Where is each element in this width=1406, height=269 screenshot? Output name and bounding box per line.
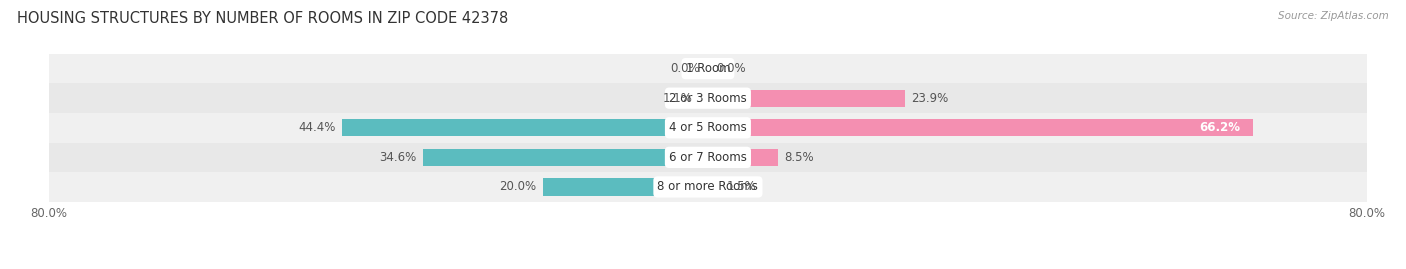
Text: 1.1%: 1.1%	[662, 92, 692, 105]
Text: 4 or 5 Rooms: 4 or 5 Rooms	[669, 121, 747, 134]
Text: 2 or 3 Rooms: 2 or 3 Rooms	[669, 92, 747, 105]
Text: 20.0%: 20.0%	[499, 180, 537, 193]
Text: 23.9%: 23.9%	[911, 92, 949, 105]
Bar	[49, 54, 1367, 83]
Text: 0.0%: 0.0%	[716, 62, 745, 75]
Bar	[709, 178, 720, 196]
Bar	[49, 83, 1367, 113]
Text: HOUSING STRUCTURES BY NUMBER OF ROOMS IN ZIP CODE 42378: HOUSING STRUCTURES BY NUMBER OF ROOMS IN…	[17, 11, 508, 26]
Bar	[423, 149, 709, 166]
Text: 1 Room: 1 Room	[686, 62, 730, 75]
Text: 8.5%: 8.5%	[785, 151, 814, 164]
Text: 34.6%: 34.6%	[380, 151, 416, 164]
Bar	[49, 172, 1367, 202]
Text: 6 or 7 Rooms: 6 or 7 Rooms	[669, 151, 747, 164]
Bar	[709, 149, 778, 166]
Bar	[709, 90, 904, 107]
Bar	[709, 119, 1253, 136]
Text: 1.5%: 1.5%	[727, 180, 756, 193]
Text: Source: ZipAtlas.com: Source: ZipAtlas.com	[1278, 11, 1389, 21]
Bar	[342, 119, 709, 136]
Bar	[49, 113, 1367, 143]
Bar	[543, 178, 709, 196]
Text: 8 or more Rooms: 8 or more Rooms	[658, 180, 758, 193]
Bar	[49, 143, 1367, 172]
Text: 0.0%: 0.0%	[671, 62, 700, 75]
Text: 44.4%: 44.4%	[298, 121, 336, 134]
Text: 66.2%: 66.2%	[1199, 121, 1240, 134]
Bar	[699, 90, 709, 107]
